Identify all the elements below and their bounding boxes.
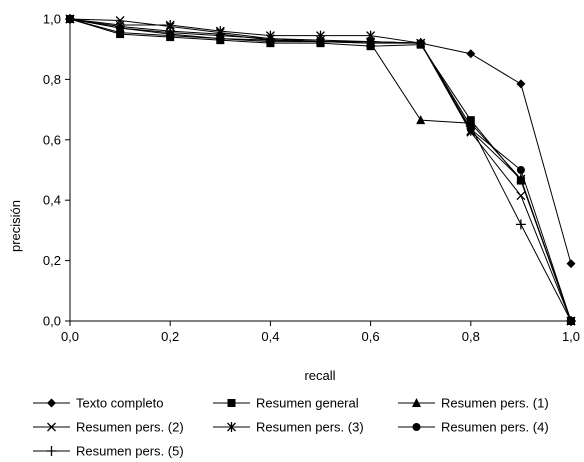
legend: Texto completo Resumen general Resumen per…	[33, 396, 549, 459]
series-7-point	[65, 14, 75, 24]
series-line-1	[69, 18, 572, 264]
legend-item: Resumen pers. (2)	[33, 420, 184, 435]
y-tick-label: 0,8	[43, 72, 61, 87]
legend-label: Resumen pers. (4)	[441, 420, 549, 435]
series-7-point	[315, 36, 326, 47]
series-line-2	[69, 18, 572, 322]
legend-marker	[227, 422, 236, 432]
y-tick-label: 0,6	[43, 132, 61, 147]
series-7-point	[566, 316, 576, 326]
legend-item: Resumen pers. (3)	[213, 420, 364, 435]
legend-marker	[47, 398, 56, 408]
x-tick-label: 0,2	[161, 329, 179, 344]
series-7-point	[165, 26, 176, 37]
x-tick-label: 1,0	[562, 329, 580, 344]
legend-item: Resumen pers. (4)	[398, 420, 549, 435]
legend-item: Resumen pers. (1)	[398, 396, 549, 411]
x-tick-label: 0,4	[261, 329, 279, 344]
plot-area: 0,0 0,2 0,4 0,6 0,8 1,0 0,0 0,2 0,4 0,6 0,8 1,0	[43, 12, 580, 345]
series-lines	[69, 18, 572, 322]
series-3-point	[416, 115, 426, 125]
x-tick-label: 0,6	[362, 329, 380, 344]
series-6-point	[516, 166, 525, 174]
series-1-point	[466, 49, 476, 59]
series-7-point	[515, 219, 526, 230]
series-line-6	[69, 18, 572, 322]
legend-item: Resumen general	[213, 396, 359, 411]
series-2-point	[116, 30, 125, 39]
series-7-point	[365, 36, 376, 47]
legend-label: Resumen pers. (3)	[256, 420, 364, 435]
legend-marker	[46, 446, 57, 456]
series-1-point	[566, 259, 576, 269]
x-axis-label: recall	[304, 368, 335, 383]
series-line-7	[69, 18, 572, 322]
legend-item: Resumen pers. (5)	[33, 444, 184, 459]
series-5-point	[516, 174, 526, 185]
series-7-point	[115, 21, 126, 32]
series-7-point	[415, 38, 426, 49]
series-line-4	[69, 18, 572, 322]
axis-ticks: 0,0 0,2 0,4 0,6 0,8 1,0 0,0 0,2 0,4 0,6 0,8 1,0	[43, 12, 580, 345]
series-4-point	[516, 191, 526, 201]
y-tick-label: 0,4	[43, 193, 61, 208]
legend-marker	[412, 398, 421, 407]
legend-label: Resumen general	[256, 396, 359, 411]
y-axis-label: precisión	[8, 200, 23, 252]
y-tick-label: 0,2	[43, 253, 61, 268]
legend-marker	[227, 399, 236, 407]
series-line-5	[69, 18, 572, 322]
series-line-3	[69, 18, 572, 322]
y-tick-label: 1,0	[43, 12, 61, 27]
legend-label: Resumen pers. (5)	[76, 444, 184, 459]
x-tick-label: 0,0	[61, 329, 79, 344]
legend-label: Resumen pers. (2)	[76, 420, 184, 435]
legend-marker	[47, 422, 56, 432]
series-1-point	[516, 79, 526, 89]
series-7-point	[465, 121, 476, 132]
legend-marker	[412, 423, 421, 431]
legend-item: Texto completo	[33, 396, 163, 411]
series-7-point	[265, 35, 276, 46]
x-tick-label: 0,8	[462, 329, 480, 344]
series-markers	[65, 14, 576, 326]
y-tick-label: 0,0	[43, 314, 61, 329]
series-7-point	[215, 29, 226, 40]
legend-label: Texto completo	[76, 396, 163, 411]
legend-label: Resumen pers. (1)	[441, 396, 549, 411]
